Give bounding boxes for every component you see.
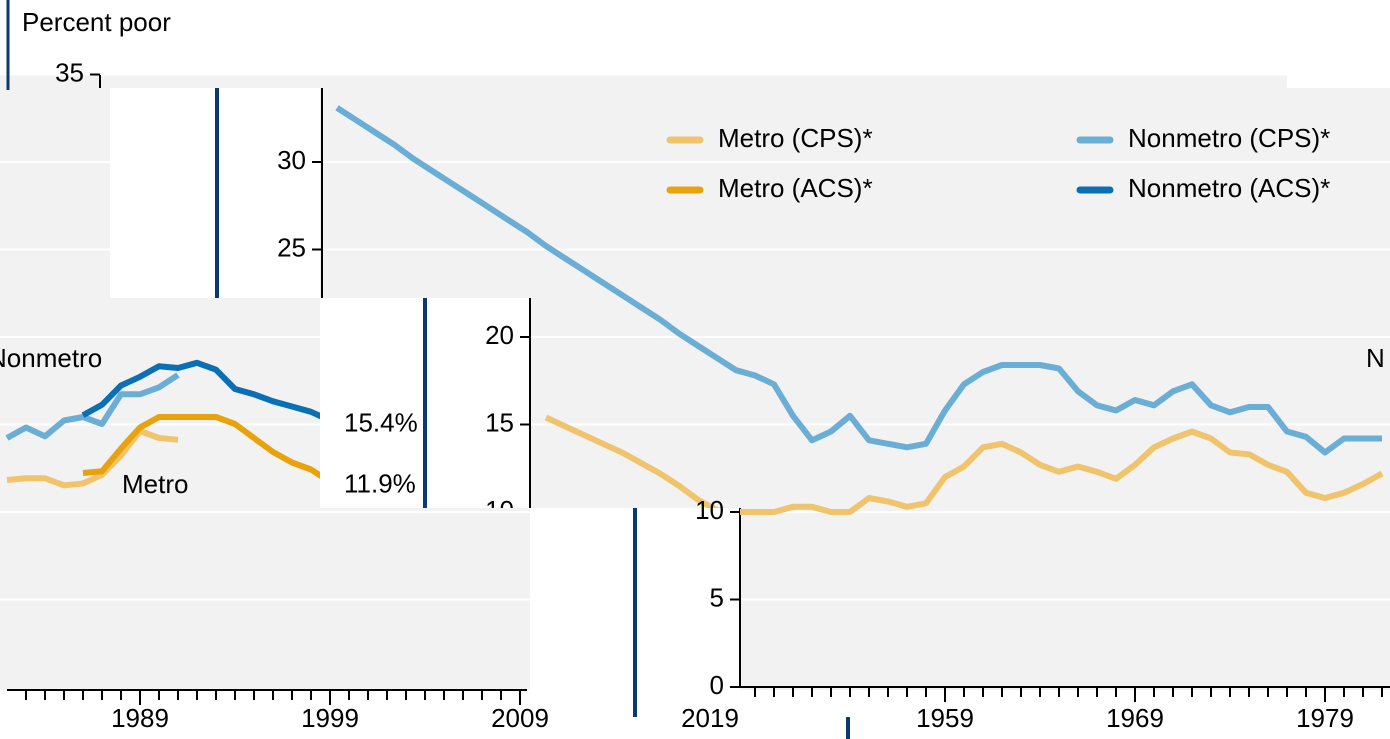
end-label: 15.4% [344, 407, 418, 437]
y-tick-label: 10 [485, 495, 514, 525]
x-tick-label: 1989 [111, 703, 169, 733]
legend-label: Metro (ACS)* [718, 173, 873, 203]
annotation: Nonmetro [0, 343, 102, 373]
legend-label: Nonmetro (CPS)* [1128, 123, 1330, 153]
x-tick-label: 2019 [681, 703, 739, 733]
y-tick-label: 15 [485, 407, 514, 437]
end-label: 11.9% [344, 469, 416, 499]
y-tick-label: 35 [55, 57, 84, 87]
y-tick-label: 5 [710, 582, 724, 612]
x-tick-label: 2009 [491, 703, 549, 733]
series-line [544, 414, 1384, 515]
legend-label: Nonmetro (ACS)* [1128, 173, 1330, 203]
series-line [6, 428, 179, 489]
annotation: Metro [122, 469, 188, 499]
y-axis-label: Percent poor [22, 7, 171, 37]
series-line [82, 414, 332, 485]
series-line [335, 105, 1382, 456]
series-line [5, 372, 180, 441]
x-tick-label: 1979 [1296, 703, 1354, 733]
y-tick-label: 0 [710, 670, 724, 700]
y-tick-label: 20 [485, 320, 514, 350]
series-line [81, 359, 332, 424]
y-tick-label: 25 [277, 232, 306, 262]
x-tick-label: 1999 [301, 703, 359, 733]
y-tick-label: 30 [277, 145, 306, 175]
x-tick-label: 1959 [916, 703, 974, 733]
fragment [1287, 75, 1390, 88]
y-tick-label: 10 [695, 495, 724, 525]
legend-label: Metro (CPS)* [718, 123, 873, 153]
annotation: N [1366, 343, 1385, 373]
x-tick-label: 1969 [1106, 703, 1164, 733]
